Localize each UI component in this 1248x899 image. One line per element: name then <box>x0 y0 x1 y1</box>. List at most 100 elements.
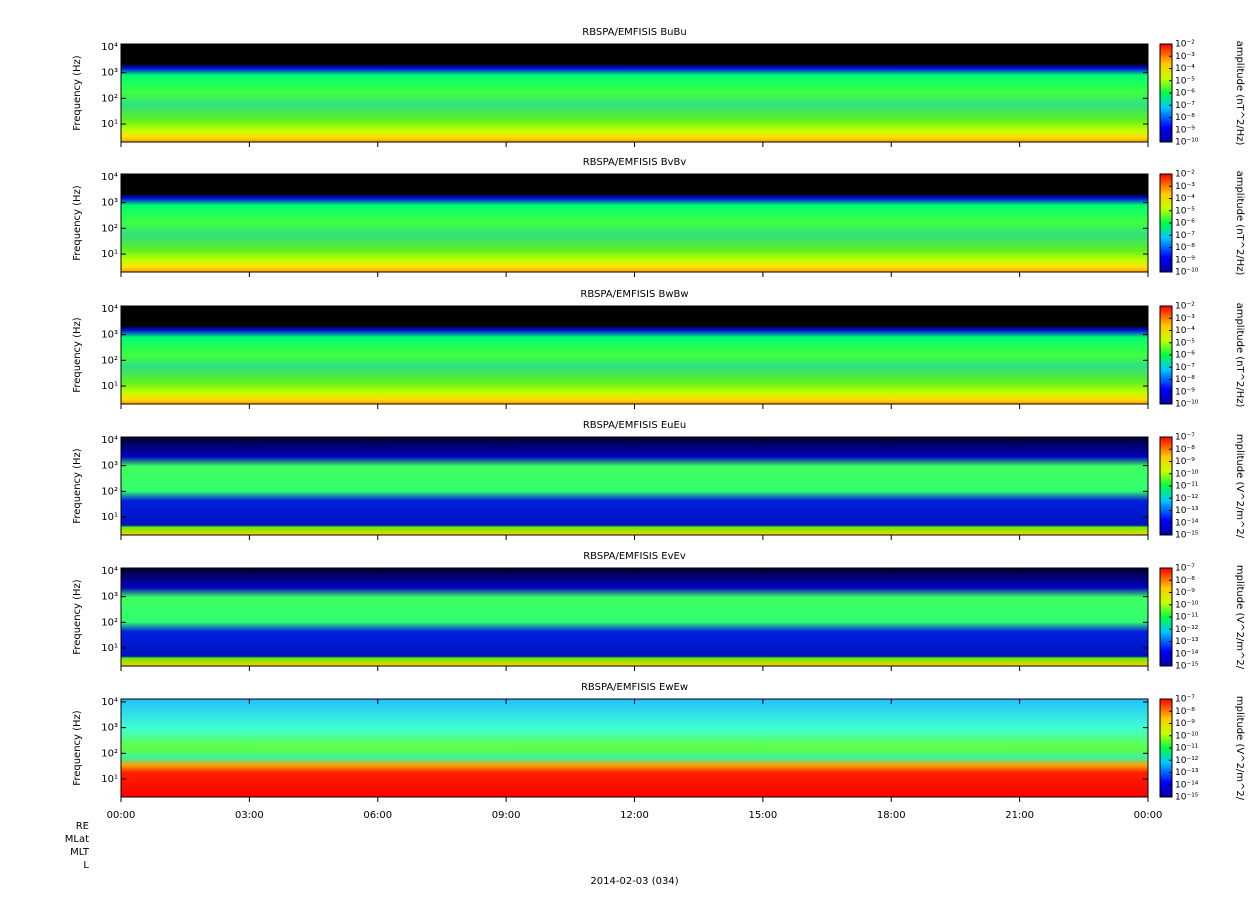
y-tick-label: 10¹ <box>101 512 118 523</box>
colorbar-tick-label: 10⁻¹⁵ <box>1175 662 1199 672</box>
panel-title: RBSPA/EMFISIS BwBw <box>580 289 688 300</box>
y-tick-label: 10⁴ <box>101 172 118 183</box>
spectrogram-image <box>121 44 1148 142</box>
colorbar-tick-label: 10⁻⁸ <box>1175 375 1195 385</box>
colorbar-tick-label: 10⁻⁵ <box>1175 206 1195 216</box>
y-tick-label: 10⁴ <box>101 697 118 708</box>
colorbar-tick-label: 10⁻¹² <box>1175 494 1199 504</box>
colorbar-tick-label: 10⁻¹² <box>1175 756 1199 766</box>
colorbar-tick-label: 10⁻⁷ <box>1175 363 1195 373</box>
y-tick-label: 10¹ <box>101 774 118 785</box>
y-tick-label: 10⁴ <box>101 435 118 446</box>
colorbar-tick-label: 10⁻² <box>1175 302 1195 312</box>
y-tick-label: 10³ <box>101 68 118 79</box>
y-tick-label: 10³ <box>101 330 118 341</box>
colorbar-tick-label: 10⁻⁸ <box>1175 445 1195 455</box>
colorbar-tick-label: 10⁻¹⁵ <box>1175 531 1199 541</box>
y-tick-label: 10¹ <box>101 643 118 654</box>
spectrogram-image <box>121 568 1148 666</box>
spectrogram-image <box>121 174 1148 272</box>
colorbar-label: mplitude (V^2/m^2/ <box>1234 565 1245 670</box>
colorbar-tick-label: 10⁻⁶ <box>1175 351 1195 361</box>
y-tick-label: 10² <box>101 748 118 759</box>
x-tick-label: 18:00 <box>877 810 906 821</box>
colorbar-tick-label: 10⁻³ <box>1175 314 1195 324</box>
colorbar-tick-label: 10⁻² <box>1175 40 1195 50</box>
colorbar-tick-label: 10⁻⁴ <box>1175 194 1195 204</box>
y-axis-label: Frequency (Hz) <box>72 579 83 655</box>
spectrogram-image <box>121 437 1148 535</box>
colorbar-tick-label: 10⁻¹¹ <box>1175 613 1199 623</box>
y-tick-label: 10² <box>101 486 118 497</box>
colorbar-tick-label: 10⁻¹⁴ <box>1175 649 1199 659</box>
colorbar-tick-label: 10⁻¹⁰ <box>1175 138 1199 148</box>
colorbar-label: amplitude (nT^2/Hz) <box>1234 41 1245 146</box>
spectrogram-image <box>121 306 1148 404</box>
colorbar-tick-label: 10⁻¹⁰ <box>1175 469 1199 479</box>
colorbar-label: mplitude (V^2/m^2/ <box>1234 434 1245 539</box>
colorbar-label: amplitude (nT^2/Hz) <box>1234 303 1245 408</box>
colorbar-tick-label: 10⁻⁴ <box>1175 64 1195 74</box>
x-axis-label: 2014-02-03 (034) <box>590 876 678 887</box>
colorbar-tick-label: 10⁻⁹ <box>1175 457 1195 467</box>
colorbar-tick-label: 10⁻⁷ <box>1175 433 1195 443</box>
colorbar-tick-label: 10⁻⁹ <box>1175 588 1195 598</box>
colorbar-tick-label: 10⁻⁷ <box>1175 695 1195 705</box>
y-axis-label: Frequency (Hz) <box>72 710 83 786</box>
x-tick-label: 00:00 <box>1134 810 1163 821</box>
colorbar-tick-label: 10⁻¹² <box>1175 625 1199 635</box>
panel-title: RBSPA/EMFISIS EwEw <box>581 682 688 693</box>
ephemeris-label: MLT <box>70 847 90 858</box>
colorbar-tick-label: 10⁻¹³ <box>1175 768 1199 778</box>
x-tick-label: 09:00 <box>492 810 521 821</box>
colorbar-tick-label: 10⁻⁸ <box>1175 576 1195 586</box>
colorbar-tick-label: 10⁻⁹ <box>1175 255 1195 265</box>
panel-title: RBSPA/EMFISIS BvBv <box>583 157 687 168</box>
y-axis-label: Frequency (Hz) <box>72 317 83 393</box>
y-tick-label: 10¹ <box>101 381 118 392</box>
colorbar-tick-label: 10⁻¹⁰ <box>1175 731 1199 741</box>
colorbar-tick-label: 10⁻⁷ <box>1175 231 1195 241</box>
colorbar-tick-label: 10⁻⁸ <box>1175 113 1195 123</box>
colorbar-tick-label: 10⁻¹⁰ <box>1175 268 1199 278</box>
y-tick-label: 10² <box>101 355 118 366</box>
colorbar-tick-label: 10⁻⁵ <box>1175 76 1195 86</box>
y-tick-label: 10¹ <box>101 249 118 260</box>
y-tick-label: 10³ <box>101 592 118 603</box>
y-tick-label: 10² <box>101 617 118 628</box>
y-tick-label: 10² <box>101 93 118 104</box>
colorbar-tick-label: 10⁻² <box>1175 170 1195 180</box>
colorbar-tick-label: 10⁻¹³ <box>1175 637 1199 647</box>
y-tick-label: 10⁴ <box>101 304 118 315</box>
panel-title: RBSPA/EMFISIS EuEu <box>583 420 686 431</box>
spectrogram-image <box>121 699 1148 797</box>
colorbar-tick-label: 10⁻⁶ <box>1175 89 1195 99</box>
y-tick-label: 10⁴ <box>101 566 118 577</box>
y-axis-label: Frequency (Hz) <box>72 55 83 131</box>
colorbar-label: amplitude (nT^2/Hz) <box>1234 171 1245 276</box>
x-tick-label: 06:00 <box>363 810 392 821</box>
colorbar-tick-label: 10⁻¹⁰ <box>1175 600 1199 610</box>
y-tick-label: 10³ <box>101 198 118 209</box>
colorbar-tick-label: 10⁻¹¹ <box>1175 482 1199 492</box>
x-tick-label: 12:00 <box>620 810 649 821</box>
colorbar-tick-label: 10⁻³ <box>1175 182 1195 192</box>
colorbar-tick-label: 10⁻⁸ <box>1175 707 1195 717</box>
y-axis-label: Frequency (Hz) <box>72 448 83 524</box>
colorbar-tick-label: 10⁻⁴ <box>1175 326 1195 336</box>
y-tick-label: 10² <box>101 223 118 234</box>
panel-title: RBSPA/EMFISIS EvEv <box>583 551 686 562</box>
x-tick-label: 21:00 <box>1005 810 1034 821</box>
y-axis-label: Frequency (Hz) <box>72 185 83 261</box>
y-tick-label: 10³ <box>101 723 118 734</box>
colorbar-tick-label: 10⁻⁹ <box>1175 387 1195 397</box>
colorbar-tick-label: 10⁻¹⁴ <box>1175 518 1199 528</box>
ephemeris-label: RE <box>76 821 89 832</box>
colorbar-tick-label: 10⁻⁷ <box>1175 101 1195 111</box>
ephemeris-label: MLat <box>65 834 89 845</box>
colorbar-tick-label: 10⁻¹³ <box>1175 506 1199 516</box>
x-tick-label: 03:00 <box>235 810 264 821</box>
x-tick-label: 15:00 <box>748 810 777 821</box>
colorbar-tick-label: 10⁻¹¹ <box>1175 744 1199 754</box>
